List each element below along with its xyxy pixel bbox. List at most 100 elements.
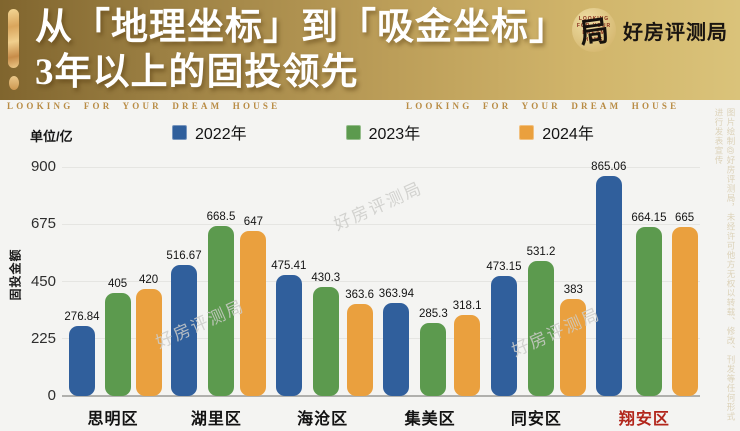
brand-name: 好房评测局 (623, 21, 728, 44)
logo-ring-text: HOME (584, 37, 604, 43)
category-label: 同安区 (510, 411, 562, 428)
tagline-left: LOOKING FOR YOUR DREAM HOUSE (7, 101, 281, 111)
bar-value-label: 668.5 (206, 210, 236, 223)
legend-label: 2023年 (368, 126, 421, 143)
brand-logo-icon: 局 LOOKING FOR YOUR DREAM HOME (572, 8, 616, 52)
bar (69, 325, 95, 396)
bar-column: 665 (671, 211, 698, 396)
bar-value-label: 285.3 (418, 308, 448, 321)
bar-column: 318.1 (453, 300, 482, 396)
bar (346, 303, 373, 396)
bar (671, 226, 698, 396)
bar (527, 260, 554, 396)
bar-column: 475.41 (271, 260, 306, 396)
bar (208, 225, 234, 396)
bar-column: 276.84 (64, 310, 100, 396)
bar (135, 289, 162, 396)
gridline (62, 166, 700, 168)
bar (383, 303, 410, 396)
bar-value-label: 430.3 (311, 271, 341, 284)
bar-column: 516.67 (166, 249, 202, 396)
bar-column: 647 (240, 216, 267, 396)
y-axis-tick-label: 900 (30, 158, 56, 175)
logo-ring-text: LOOKING (578, 16, 610, 22)
bar-column: 531.2 (526, 245, 556, 396)
bar-value-label: 865.06 (591, 160, 627, 173)
bar-column: 285.3 (419, 308, 448, 396)
gridline (62, 395, 700, 397)
y-axis-tick-label: 225 (30, 329, 56, 347)
bar-value-label: 473.15 (486, 260, 522, 273)
tagline-right: LOOKING FOR YOUR DREAM HOUSE (406, 101, 680, 111)
bar-value-label: 665 (674, 211, 695, 224)
bar (420, 323, 447, 396)
bar-cluster: 865.06 664.15 665 (591, 161, 698, 396)
y-axis-tick-label: 0 (47, 387, 56, 404)
bar-value-label: 531.2 (526, 245, 556, 258)
legend-label: 2022年 (195, 126, 247, 143)
bar-chart-plot-area: 0 225 450 675 900 276.84 405 420 思明区 516.67 668.5 6… (31, 158, 700, 428)
bar (275, 275, 302, 396)
category-label: 湖里区 (190, 411, 242, 428)
legend-item: 2024年 (519, 120, 594, 144)
y-axis-tick-label: 450 (30, 272, 56, 290)
bar (240, 231, 267, 396)
title-line-1: 从「地理坐标」到「吸金坐标」 (35, 7, 567, 48)
brush-stroke-decoration (8, 9, 19, 68)
bar-value-label: 363.94 (378, 288, 414, 301)
bar-value-label: 516.67 (166, 249, 202, 262)
bar-value-label: 318.1 (452, 300, 482, 313)
bar-value-label: 664.15 (631, 212, 667, 224)
category-label: 翔安区 (618, 411, 670, 428)
legend-item: 2022年 (172, 120, 247, 144)
bar-value-label: 383 (563, 283, 583, 296)
category-label: 海沧区 (297, 411, 349, 428)
bar-group: 475.41 430.3 363.6 海沧区 (271, 260, 374, 428)
brush-stroke-dot (9, 76, 19, 90)
page-title: 从「地理坐标」到「吸金坐标」 3年以上的固投领先 (35, 5, 567, 95)
bar-column: 865.06 (591, 161, 626, 396)
bar-column: 668.5 (206, 210, 236, 396)
bar-column: 430.3 (311, 271, 341, 396)
bar-column: 420 (135, 274, 162, 396)
bar-cluster: 475.41 430.3 363.6 (271, 260, 374, 396)
bar (454, 315, 481, 396)
y-axis-tick-label: 675 (30, 215, 56, 233)
bar-cluster: 363.94 285.3 318.1 (379, 288, 482, 396)
bar-column: 383 (560, 283, 587, 396)
copyright-note: 图片绘制@好房评测局，未经许可他方无权以转载、修改、刊发等任何形式进行发表宣传 (714, 108, 736, 422)
bar-value-label: 276.84 (64, 310, 100, 323)
logo-character: 局 (577, 15, 612, 51)
chart-legend: 2022年 2023年 2024年 (172, 120, 594, 144)
gridline (62, 338, 700, 340)
bar (560, 298, 587, 396)
bar (312, 286, 339, 396)
bar (171, 264, 198, 396)
bar-column: 473.15 (486, 260, 522, 396)
bar-value-label: 647 (243, 216, 263, 229)
bar-column: 363.6 (345, 289, 374, 396)
gridline (62, 223, 700, 225)
bar-group: 276.84 405 420 思明区 (64, 274, 162, 428)
unit-label: 单位/亿 (30, 129, 73, 144)
bar-group: 516.67 668.5 647 湖里区 (166, 210, 267, 428)
legend-label: 2024年 (542, 126, 594, 143)
logo-ring-text: FOR YOUR (576, 23, 612, 29)
category-label: 思明区 (87, 411, 139, 428)
bar-column: 664.15 (631, 212, 667, 396)
bar-column: 405 (104, 278, 131, 396)
bar-group: 363.94 285.3 318.1 集美区 (379, 288, 482, 428)
category-label: 集美区 (404, 411, 456, 428)
bar (635, 227, 662, 396)
legend-swatch-icon (519, 124, 535, 140)
bar-group: 865.06 664.15 665 翔安区 (591, 161, 698, 428)
bar-cluster: 473.15 531.2 383 (486, 245, 587, 396)
bar (595, 175, 622, 396)
bar (490, 275, 517, 396)
bar-column: 363.94 (379, 288, 414, 396)
bar-cluster: 276.84 405 420 (64, 274, 162, 396)
bar-value-label: 475.41 (271, 260, 307, 272)
bar (104, 293, 131, 396)
bar-value-label: 420 (139, 274, 159, 287)
